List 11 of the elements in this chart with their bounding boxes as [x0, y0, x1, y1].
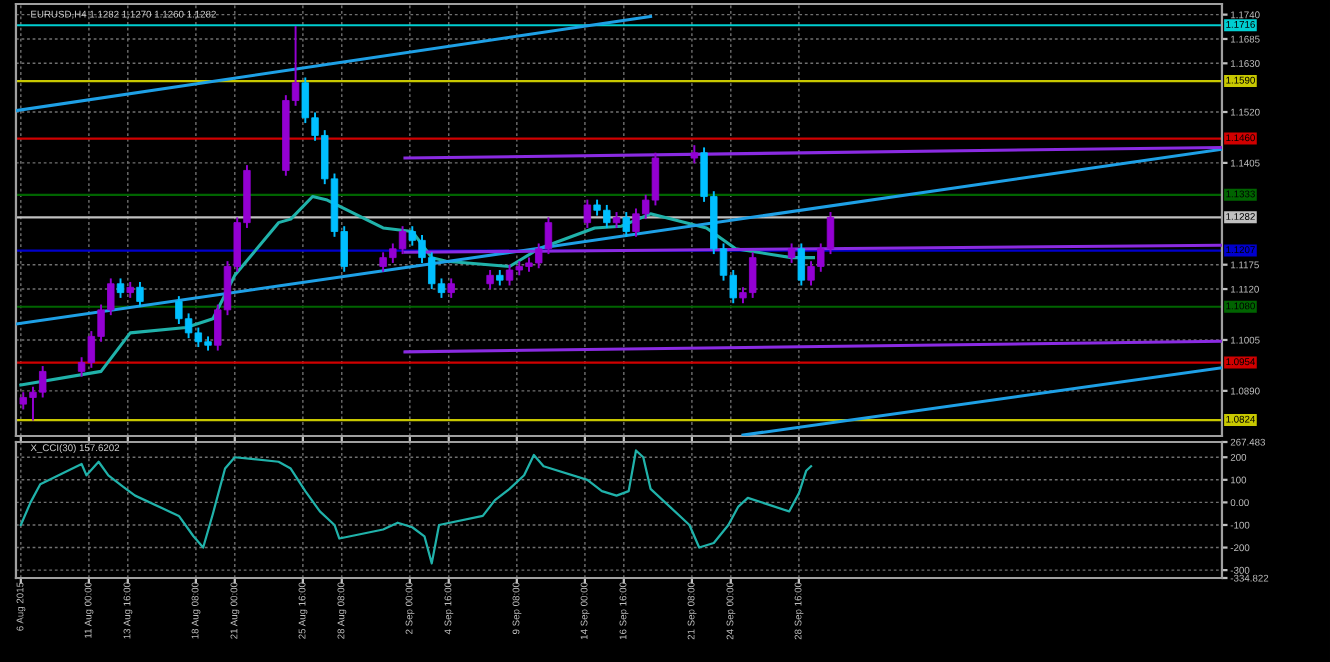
candlestick	[116, 277, 125, 299]
line-series	[19, 449, 813, 565]
candlestick	[486, 269, 494, 291]
candlestick	[583, 198, 592, 229]
candlestick	[622, 211, 630, 238]
line-series	[19, 195, 816, 387]
candlestick	[787, 242, 796, 264]
candlestick	[136, 281, 144, 308]
candlestick	[797, 242, 806, 287]
candlestick	[447, 277, 455, 299]
candlestick	[690, 144, 699, 165]
